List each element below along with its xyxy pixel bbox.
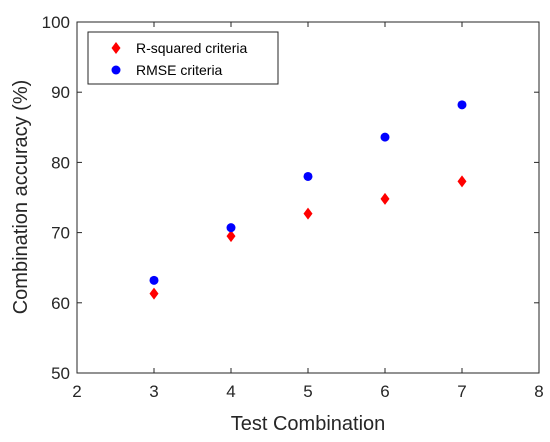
x-tick-label: 2 [72, 382, 81, 401]
x-tick-label: 5 [303, 382, 312, 401]
y-tick-label: 80 [51, 153, 70, 172]
data-point [149, 275, 159, 285]
x-tick-label: 7 [457, 382, 466, 401]
series-0 [149, 175, 467, 300]
data-point [149, 287, 159, 300]
legend-label: R-squared criteria [136, 40, 247, 56]
y-tick-label: 50 [51, 364, 70, 383]
x-tick-label: 8 [534, 382, 543, 401]
data-point [457, 175, 467, 188]
legend-label: RMSE criteria [136, 62, 223, 78]
legend-marker [111, 42, 121, 54]
data-point [303, 171, 313, 181]
series-1 [149, 100, 467, 285]
legend-entries: R-squared criteria RMSE criteria [111, 40, 247, 78]
data-point [303, 207, 313, 220]
legend-marker [111, 65, 121, 75]
y-tick-label: 70 [51, 224, 70, 243]
y-tick-label: 100 [42, 13, 70, 32]
points-layer [149, 100, 467, 300]
x-axis-title: Test Combination [231, 413, 386, 435]
data-point [380, 132, 390, 142]
y-tick-label: 90 [51, 83, 70, 102]
data-point [380, 192, 390, 205]
x-tick-label: 3 [149, 382, 158, 401]
data-point [226, 223, 236, 233]
y-axis-title: Combination accuracy (%) [10, 80, 32, 315]
data-point [457, 100, 467, 110]
data-point [226, 230, 236, 243]
x-tick-label: 6 [380, 382, 389, 401]
y-tick-label: 60 [51, 294, 70, 313]
legend-box [87, 31, 279, 85]
tick-layer: 2 3 4 5 6 7 8 50 60 70 80 90 100 [42, 13, 544, 401]
x-tick-label: 4 [226, 382, 235, 401]
legend: R-squared criteria RMSE criteria [87, 31, 279, 85]
